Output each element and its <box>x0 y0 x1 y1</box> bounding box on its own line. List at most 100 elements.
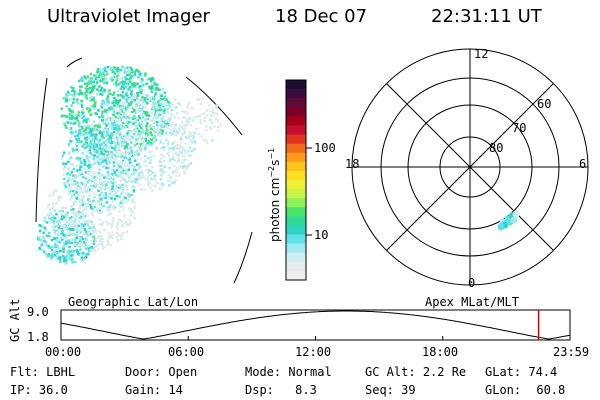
aurora-pixel <box>53 229 57 232</box>
aurora-pixel <box>81 200 85 203</box>
aurora-pixel <box>154 178 157 182</box>
aurora-pixel <box>98 201 101 205</box>
aurora-pixel <box>98 209 101 212</box>
aurora-pixel <box>108 207 111 211</box>
aurora-pixel <box>63 244 66 248</box>
aurora-pixel <box>79 198 82 201</box>
aurora-pixel <box>154 138 158 142</box>
aurora-pixel <box>100 151 103 154</box>
aurora-pixel <box>139 91 142 94</box>
aurora-pixel <box>67 231 71 234</box>
aurora-pixel <box>178 173 181 177</box>
aurora-pixel <box>87 205 90 208</box>
aurora-pixel <box>176 147 179 150</box>
aurora-pixel <box>76 102 80 105</box>
aurora-pixel <box>80 140 83 144</box>
aurora-pixel <box>152 136 155 139</box>
aurora-pixel <box>118 117 122 120</box>
aurora-pixel <box>68 184 71 187</box>
aurora-pixel <box>128 152 131 155</box>
aurora-pixel <box>158 111 161 114</box>
aurora-pixel <box>101 160 105 163</box>
aurora-pixel <box>67 257 70 260</box>
aurora-pixel <box>95 133 98 136</box>
aurora-pixel <box>134 86 137 89</box>
aurora-pixel <box>107 137 110 140</box>
aurora-pixel <box>181 121 184 125</box>
aurora-pixel <box>93 145 97 149</box>
aurora-pixel <box>111 233 114 237</box>
colorbar-swatch <box>286 152 306 163</box>
aurora-pixel <box>136 92 139 95</box>
aurora-pixel <box>191 139 195 142</box>
aurora-pixel <box>150 111 153 115</box>
aurora-pixel <box>121 232 125 235</box>
aurora-pixel <box>177 144 181 147</box>
aurora-pixel <box>149 158 153 162</box>
aurora-pixel <box>179 145 183 148</box>
aurora-pixel <box>130 94 133 97</box>
aurora-pixel <box>116 188 119 192</box>
aurora-pixel <box>62 97 65 100</box>
aurora-pixel <box>106 157 109 160</box>
aurora-pixel <box>105 140 108 143</box>
aurora-pixel <box>44 243 47 247</box>
aurora-pixel <box>93 162 97 165</box>
aurora-pixel <box>86 202 89 206</box>
aurora-pixel <box>150 78 153 81</box>
aurora-pixel <box>85 118 88 122</box>
aurora-pixel <box>73 92 77 95</box>
aurora-pixel <box>147 99 151 103</box>
aurora-pixel <box>50 207 54 210</box>
aurora-pixel <box>73 220 76 224</box>
aurora-pixel <box>80 253 83 256</box>
aurora-pixel <box>100 102 104 106</box>
aurora-pixel <box>167 123 170 126</box>
aurora-pixel <box>189 123 192 127</box>
polar-aurora-pixel <box>497 223 505 231</box>
aurora-pixel <box>84 247 87 250</box>
aurora-pixel <box>132 105 136 109</box>
aurora-pixel <box>170 108 174 112</box>
aurora-pixel <box>146 176 150 180</box>
aurora-pixel <box>105 162 109 165</box>
aurora-pixel <box>116 117 119 120</box>
aurora-pixel <box>186 112 189 115</box>
aurora-pixel <box>208 118 212 122</box>
aurora-pixel <box>94 74 97 78</box>
colorbar-swatch <box>286 89 306 99</box>
aurora-pixel <box>105 220 109 224</box>
aurora-pixel <box>160 171 164 174</box>
aurora-pixel <box>115 84 118 88</box>
aurora-pixel <box>68 245 71 249</box>
aurora-pixel <box>80 190 84 193</box>
aurora-pixel <box>107 101 110 104</box>
aurora-pixel <box>150 125 153 128</box>
aurora-pixel <box>172 164 176 167</box>
aurora-pixel <box>87 106 91 110</box>
aurora-pixel <box>126 185 129 188</box>
aurora-pixel <box>50 248 54 252</box>
aurora-pixel <box>121 101 124 105</box>
aurora-pixel <box>124 86 128 89</box>
aurora-pixel <box>70 112 74 116</box>
aurora-pixel <box>146 168 149 172</box>
aurora-pixel <box>58 238 62 241</box>
aurora-pixel <box>118 166 122 169</box>
aurora-pixel <box>88 137 91 140</box>
aurora-pixel <box>96 124 99 128</box>
aurora-pixel <box>110 223 114 226</box>
aurora-pixel <box>95 171 98 174</box>
aurora-pixel <box>91 137 95 140</box>
aurora-pixel <box>121 141 124 145</box>
aurora-pixel <box>131 180 134 183</box>
aurora-pixel <box>92 80 95 84</box>
aurora-pixel <box>125 73 129 77</box>
aurora-pixel <box>75 99 79 103</box>
aurora-pixel <box>88 204 92 207</box>
aurora-pixel <box>80 133 83 137</box>
aurora-pixel <box>159 141 162 144</box>
aurora-pixel <box>75 176 78 179</box>
aurora-pixel <box>136 181 139 185</box>
aurora-pixel <box>77 114 80 117</box>
